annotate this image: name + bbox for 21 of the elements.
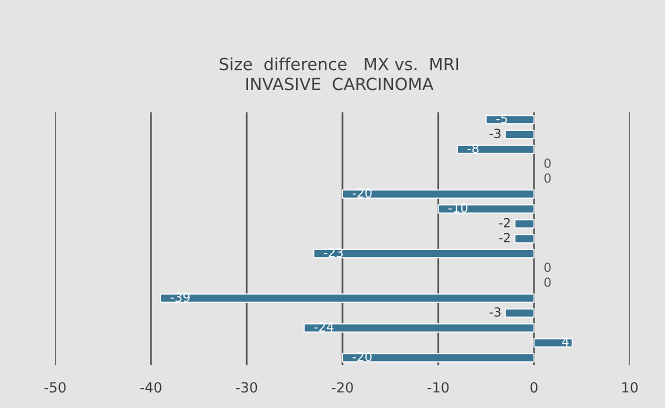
x-tick-label: -10	[428, 382, 449, 393]
data-label: -24	[314, 322, 334, 332]
data-label: -10	[448, 203, 468, 213]
data-label: -3	[490, 128, 500, 138]
x-tick-label: -50	[44, 382, 66, 393]
data-label: 0	[544, 158, 551, 168]
x-tick-label: 10	[622, 382, 638, 393]
data-label: -8	[468, 144, 479, 154]
x-tick-label: -40	[140, 382, 162, 393]
x-tick-label: -20	[332, 382, 353, 393]
data-label: -2	[499, 218, 510, 228]
data-label: -20	[352, 352, 372, 362]
x-tick-label: -30	[236, 382, 258, 393]
data-label: 0	[544, 173, 551, 183]
data-label: -3	[490, 307, 500, 317]
data-label: -2	[499, 232, 510, 242]
chart-title: Size difference MX vs. MRI INVASIVE CARCINOMA	[220, 57, 458, 90]
data-label: 0	[544, 262, 551, 272]
data-label: -5	[496, 114, 508, 124]
data-label: 0	[544, 277, 551, 287]
x-tick-label: 0	[530, 382, 538, 393]
